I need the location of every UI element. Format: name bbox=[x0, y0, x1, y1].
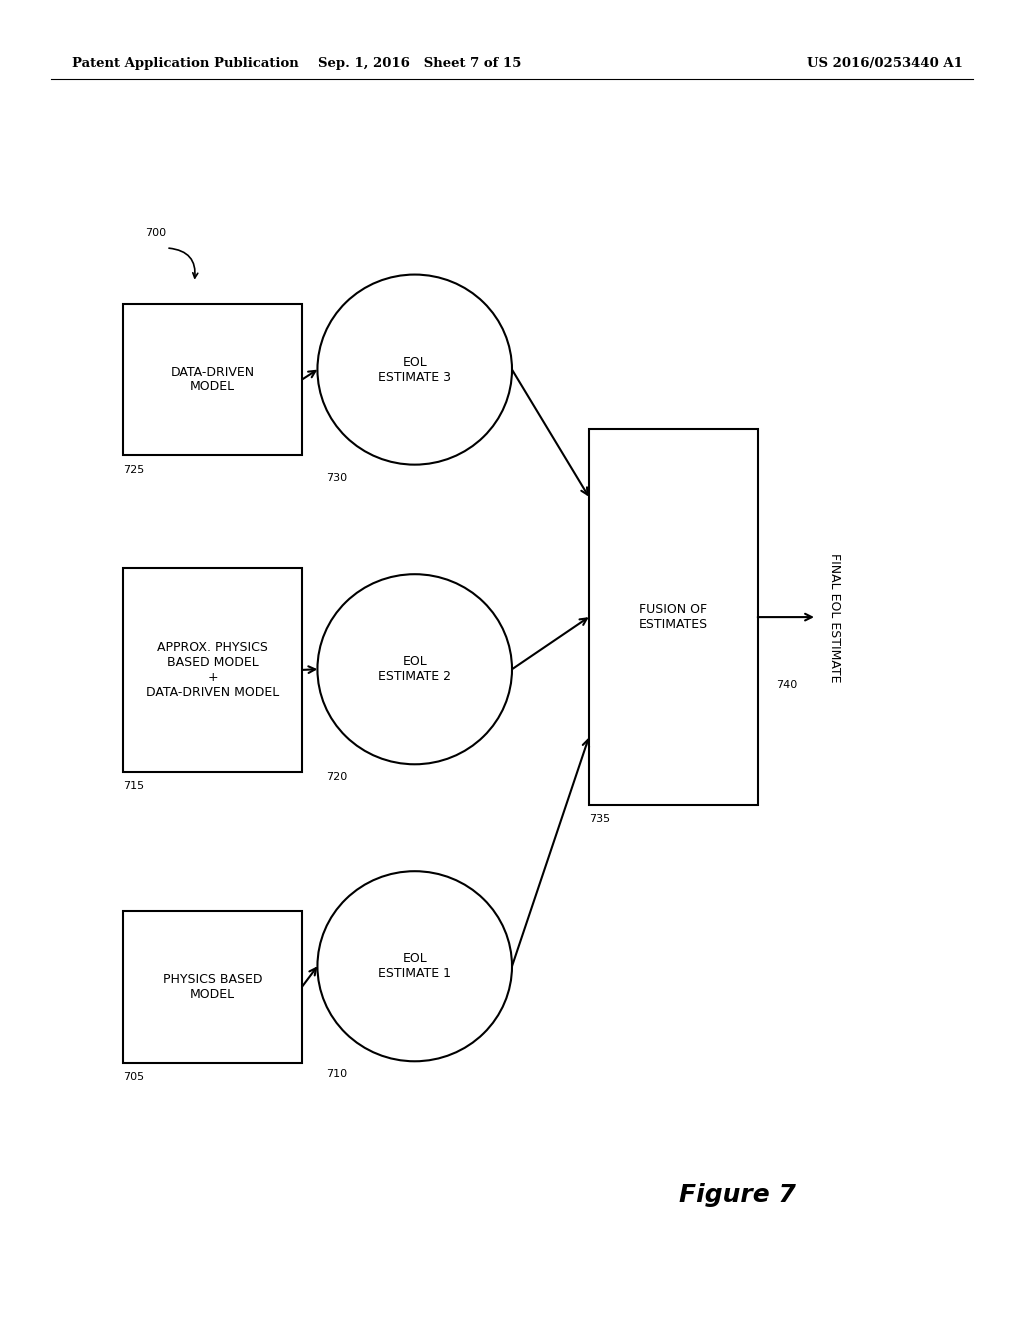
Text: 715: 715 bbox=[123, 781, 144, 792]
Ellipse shape bbox=[317, 871, 512, 1061]
Text: FINAL EOL ESTIMATE: FINAL EOL ESTIMATE bbox=[828, 553, 841, 682]
Text: 700: 700 bbox=[145, 227, 167, 238]
Text: Figure 7: Figure 7 bbox=[679, 1183, 796, 1206]
Text: 710: 710 bbox=[326, 1069, 347, 1080]
Text: Sep. 1, 2016   Sheet 7 of 15: Sep. 1, 2016 Sheet 7 of 15 bbox=[318, 57, 521, 70]
Text: US 2016/0253440 A1: US 2016/0253440 A1 bbox=[807, 57, 963, 70]
FancyBboxPatch shape bbox=[123, 568, 302, 772]
Text: DATA-DRIVEN
MODEL: DATA-DRIVEN MODEL bbox=[170, 366, 255, 393]
Text: APPROX. PHYSICS
BASED MODEL
+
DATA-DRIVEN MODEL: APPROX. PHYSICS BASED MODEL + DATA-DRIVE… bbox=[145, 642, 280, 698]
Text: 705: 705 bbox=[123, 1072, 144, 1082]
Text: Patent Application Publication: Patent Application Publication bbox=[72, 57, 298, 70]
Text: 725: 725 bbox=[123, 465, 144, 475]
FancyBboxPatch shape bbox=[123, 304, 302, 455]
Text: EOL
ESTIMATE 2: EOL ESTIMATE 2 bbox=[378, 655, 452, 684]
Ellipse shape bbox=[317, 275, 512, 465]
Text: EOL
ESTIMATE 3: EOL ESTIMATE 3 bbox=[378, 355, 452, 384]
Text: PHYSICS BASED
MODEL: PHYSICS BASED MODEL bbox=[163, 973, 262, 1001]
Text: EOL
ESTIMATE 1: EOL ESTIMATE 1 bbox=[378, 952, 452, 981]
Text: 740: 740 bbox=[776, 680, 798, 690]
Text: 730: 730 bbox=[326, 473, 347, 483]
FancyBboxPatch shape bbox=[123, 911, 302, 1063]
Text: FUSION OF
ESTIMATES: FUSION OF ESTIMATES bbox=[639, 603, 708, 631]
Text: 735: 735 bbox=[589, 814, 610, 825]
Ellipse shape bbox=[317, 574, 512, 764]
Text: 720: 720 bbox=[326, 772, 347, 783]
FancyBboxPatch shape bbox=[589, 429, 758, 805]
